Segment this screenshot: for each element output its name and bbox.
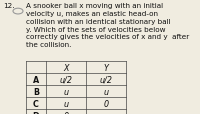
Text: u/2: u/2	[60, 75, 72, 84]
Text: 0: 0	[63, 111, 69, 114]
Text: u/2: u/2	[100, 75, 112, 84]
Text: 0: 0	[103, 99, 109, 108]
Text: u: u	[63, 87, 69, 96]
Text: C: C	[33, 99, 39, 108]
Text: u: u	[63, 99, 69, 108]
Text: u: u	[103, 111, 109, 114]
Text: X: X	[63, 63, 69, 72]
Text: 12.: 12.	[3, 3, 14, 9]
Text: B: B	[33, 87, 39, 96]
Text: A: A	[33, 75, 39, 84]
Text: Y: Y	[104, 63, 108, 72]
Text: u: u	[103, 87, 109, 96]
Text: D: D	[33, 111, 39, 114]
Text: A snooker ball x moving with an initial
velocity u, makes an elastic head-on
col: A snooker ball x moving with an initial …	[26, 3, 189, 48]
